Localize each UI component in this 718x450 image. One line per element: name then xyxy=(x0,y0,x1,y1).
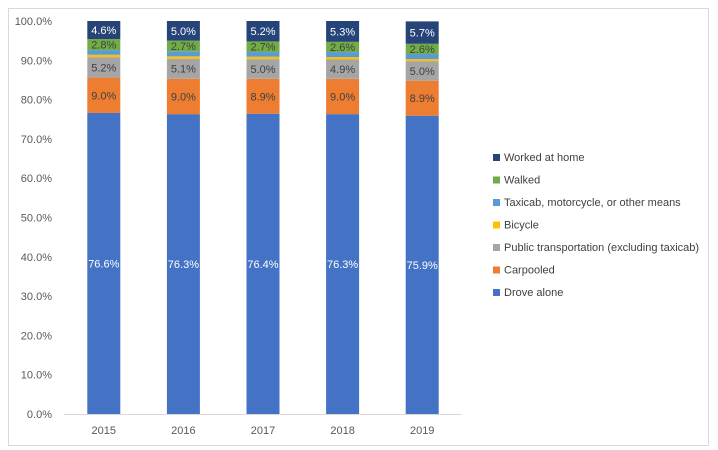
data-label: 9.0% xyxy=(171,91,196,103)
data-label: 76.4% xyxy=(247,259,278,271)
bar-segment xyxy=(166,21,200,41)
legend-swatch xyxy=(493,221,500,229)
y-tick-label: 100.0% xyxy=(15,16,53,28)
data-label: 4.6% xyxy=(91,25,116,37)
data-label: 75.9% xyxy=(407,260,438,272)
bar-segment xyxy=(246,41,280,53)
bar-segment xyxy=(87,112,121,414)
y-tick-label: 70.0% xyxy=(21,134,52,146)
bar-segment xyxy=(405,80,439,116)
x-tick-label: 2017 xyxy=(251,425,275,437)
legend: Worked at home Walked Taxicab, motorcycle,… xyxy=(493,152,699,299)
bars: 76.6% 9.0% 5.2% 2.8% 4.6% 76.3% 9.0% 5.1% 2.7% 5.… xyxy=(87,21,439,415)
data-label: 9.0% xyxy=(330,91,355,103)
data-label: 2.6% xyxy=(410,44,435,56)
bar-segment xyxy=(326,52,360,58)
legend-label: Bicycle xyxy=(504,220,539,232)
bar-segment xyxy=(326,114,360,415)
bar-segment xyxy=(87,21,121,40)
data-label: 76.3% xyxy=(168,259,199,271)
bar-segment xyxy=(246,78,280,114)
data-label: 2.7% xyxy=(250,42,275,54)
bar-segment xyxy=(326,41,360,53)
data-label: 5.0% xyxy=(410,66,435,78)
y-tick-label: 20.0% xyxy=(21,330,52,342)
y-tick-label: 50.0% xyxy=(21,213,52,225)
data-label: 76.6% xyxy=(88,258,119,270)
x-axis: 2015 2016 2017 2018 2019 xyxy=(64,414,462,437)
y-tick-label: 60.0% xyxy=(21,173,52,185)
y-tick-label: 10.0% xyxy=(21,370,52,382)
data-label: 2.7% xyxy=(171,41,196,53)
bar-segment xyxy=(405,115,439,414)
bar-segment xyxy=(87,39,121,51)
legend-label: Public transportation (excluding taxicab… xyxy=(504,242,699,254)
bar-segment xyxy=(246,113,280,415)
x-tick-label: 2015 xyxy=(92,425,116,437)
data-label: 76.3% xyxy=(327,259,358,271)
y-tick-label: 80.0% xyxy=(21,95,52,107)
data-label: 2.6% xyxy=(330,42,355,54)
legend-label: Walked xyxy=(504,175,540,187)
bar-segment xyxy=(166,40,200,52)
bar-segment xyxy=(405,54,439,60)
y-tick-label: 0.0% xyxy=(27,409,52,421)
bar-segment xyxy=(87,54,121,58)
bar-segment xyxy=(87,77,121,113)
bar-segment xyxy=(87,50,121,55)
data-label: 2.8% xyxy=(91,40,116,52)
x-tick-label: 2018 xyxy=(330,425,354,437)
data-label: 5.0% xyxy=(250,64,275,76)
bar-segment xyxy=(246,59,280,79)
data-label: 5.3% xyxy=(330,26,355,38)
data-label: 5.1% xyxy=(171,64,196,76)
data-label: 9.0% xyxy=(91,90,116,102)
bar-segment xyxy=(326,78,360,115)
data-label: 5.2% xyxy=(91,62,116,74)
bar-segment xyxy=(246,21,280,42)
bar-segment xyxy=(246,52,280,57)
legend-label: Drove alone xyxy=(504,287,563,299)
legend-label: Carpooled xyxy=(504,265,555,277)
bar-segment xyxy=(326,59,360,79)
y-tick-label: 30.0% xyxy=(21,291,52,303)
bar-segment xyxy=(246,56,280,60)
legend-swatch xyxy=(493,199,500,206)
legend-label: Taxicab, motorcycle, or other means xyxy=(504,197,681,209)
bar-segment xyxy=(405,21,439,44)
bar-segment xyxy=(166,78,200,115)
legend-swatch xyxy=(493,289,500,296)
bar-segment xyxy=(166,56,200,59)
bar-segment xyxy=(405,61,439,81)
legend-label: Worked at home xyxy=(504,152,585,164)
bar-segment xyxy=(166,58,200,79)
bar-segment xyxy=(405,59,439,62)
data-label: 8.9% xyxy=(250,91,275,103)
y-axis: 0.0% 10.0% 20.0% 30.0% 40.0% 50.0% 60.0% 70.0% 8… xyxy=(15,16,53,421)
legend-swatch xyxy=(493,266,500,274)
data-label: 5.7% xyxy=(410,28,435,40)
bar-segment xyxy=(326,21,360,42)
legend-swatch xyxy=(493,176,500,184)
bar-segment xyxy=(166,51,200,57)
data-label: 5.2% xyxy=(250,26,275,38)
x-tick-label: 2019 xyxy=(410,425,434,437)
data-label: 4.9% xyxy=(330,64,355,76)
data-label: 5.0% xyxy=(171,26,196,38)
legend-swatch xyxy=(493,244,500,251)
bar-segment xyxy=(326,57,360,60)
bar-segment xyxy=(405,43,439,55)
data-label: 8.9% xyxy=(410,93,435,105)
x-tick-label: 2016 xyxy=(171,425,195,437)
y-tick-label: 90.0% xyxy=(21,55,52,67)
legend-swatch xyxy=(493,154,500,161)
y-tick-label: 40.0% xyxy=(21,252,52,264)
bar-segment xyxy=(166,114,200,415)
bar-segment xyxy=(87,57,121,78)
